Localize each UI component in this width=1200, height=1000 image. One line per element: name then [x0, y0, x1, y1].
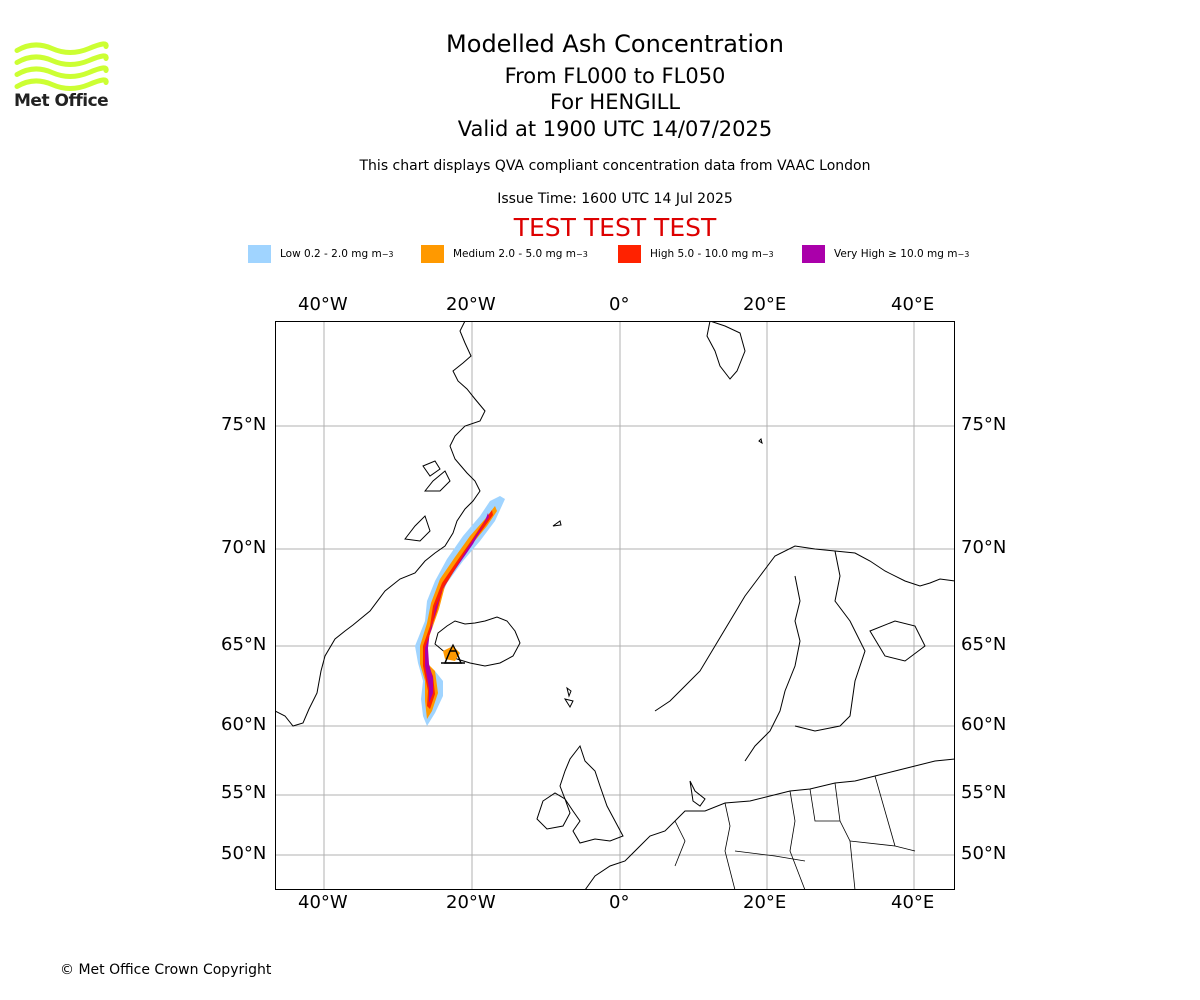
sweden-finland-border: [744, 575, 801, 762]
lat-label-right: 55°N: [961, 782, 1007, 803]
legend-item-medium: Medium 2.0 - 5.0 mg m −3: [421, 244, 588, 264]
coastlines: [275, 321, 955, 890]
scandinavia-coast: [654, 545, 955, 712]
lat-label-right: 75°N: [961, 414, 1007, 435]
iceland-coast: [434, 616, 521, 667]
legend-unit-exp: −3: [761, 249, 774, 259]
valid-time: Valid at 1900 UTC 14/07/2025: [457, 117, 773, 141]
legend-swatch-high: [618, 245, 641, 263]
lon-label-bottom: 40°W: [298, 892, 348, 913]
lon-label-bottom: 20°W: [446, 892, 496, 913]
lon-label-top: 40°E: [891, 294, 935, 315]
met-office-logo: [14, 41, 109, 91]
lat-label-left: 70°N: [221, 537, 267, 558]
lon-label-top: 20°E: [743, 294, 787, 315]
lon-label-bottom: 40°E: [891, 892, 935, 913]
lon-label-top: 40°W: [298, 294, 348, 315]
legend-unit-exp: −3: [957, 249, 970, 259]
svalbard-coast: [706, 321, 746, 380]
lat-label-left: 75°N: [221, 414, 267, 435]
legend-label-low: Low 0.2 - 2.0 mg m: [280, 248, 382, 260]
test-banner: TEST TEST TEST: [513, 213, 717, 242]
issue-time: Issue Time: 1600 UTC 14 Jul 2025: [497, 191, 733, 207]
lat-label-left: 65°N: [221, 634, 267, 655]
lon-label-bottom: 0°: [609, 892, 630, 913]
uk-coast: [559, 744, 624, 844]
lat-label-right: 50°N: [961, 843, 1007, 864]
lon-label-top: 0°: [609, 294, 630, 315]
lat-label-left: 55°N: [221, 782, 267, 803]
lon-label-bottom: 20°E: [743, 892, 787, 913]
logo-text: Met Office: [14, 91, 109, 111]
volcano-name: For HENGILL: [549, 90, 681, 114]
graticule: [275, 321, 955, 890]
legend-swatch-very-high: [802, 245, 825, 263]
map-border: [275, 321, 955, 890]
lat-label-right: 60°N: [961, 714, 1007, 735]
legend-unit-exp: −3: [575, 249, 588, 259]
ireland-coast: [536, 792, 571, 830]
europe-coast: [584, 758, 955, 890]
lat-label-left: 60°N: [221, 714, 267, 735]
lat-label-left: 50°N: [221, 843, 267, 864]
lat-label-right: 65°N: [961, 634, 1007, 655]
legend-unit-exp: −3: [381, 249, 394, 259]
legend-label-high: High 5.0 - 10.0 mg m: [650, 248, 762, 260]
denmark-coast: [689, 780, 706, 807]
lat-label-right: 70°N: [961, 537, 1007, 558]
legend-swatch-medium: [421, 245, 444, 263]
volcano-icon: [441, 643, 465, 664]
copyright: © Met Office Crown Copyright: [60, 962, 272, 978]
flight-level-range: From FL000 to FL050: [504, 64, 726, 88]
map-panel[interactable]: [275, 321, 955, 890]
legend-item-high: High 5.0 - 10.0 mg m −3: [618, 244, 774, 264]
legend-swatch-low: [248, 245, 271, 263]
chart-subtitle: This chart displays QVA compliant concen…: [359, 158, 871, 174]
ash-very-high: [425, 513, 489, 703]
legend-label-very-high: Very High ≥ 10.0 mg m: [834, 248, 958, 260]
chart-title: Modelled Ash Concentration: [446, 30, 784, 58]
legend-item-very-high: Very High ≥ 10.0 mg m −3: [802, 244, 969, 264]
finland-coast: [794, 550, 866, 732]
lon-label-top: 20°W: [446, 294, 496, 315]
legend-item-low: Low 0.2 - 2.0 mg m −3: [248, 244, 393, 264]
legend-label-medium: Medium 2.0 - 5.0 mg m: [453, 248, 576, 260]
ash-plume: [415, 496, 505, 726]
greenland-coast: [275, 321, 486, 727]
